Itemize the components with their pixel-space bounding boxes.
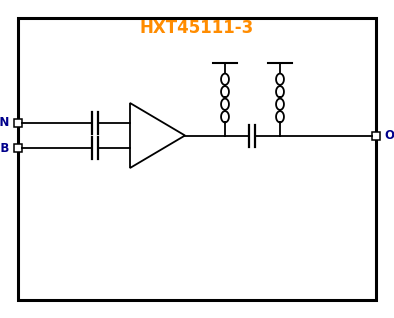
- Bar: [18, 18, 376, 300]
- Bar: [372, 132, 380, 140]
- Bar: [14, 119, 22, 127]
- Text: OUT: OUT: [384, 129, 394, 142]
- Text: IN: IN: [0, 116, 10, 129]
- Bar: [14, 144, 22, 152]
- Text: INB: INB: [0, 142, 10, 155]
- Text: HXT45111-3: HXT45111-3: [140, 19, 254, 37]
